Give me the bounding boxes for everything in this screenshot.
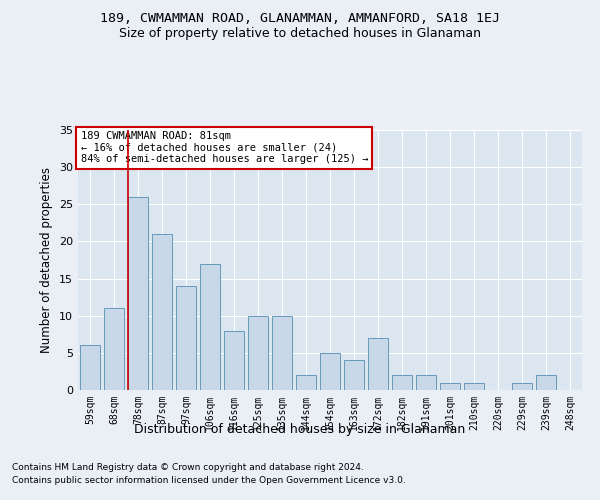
Text: Size of property relative to detached houses in Glanaman: Size of property relative to detached ho… <box>119 28 481 40</box>
Bar <box>224 330 244 390</box>
Bar <box>368 338 388 390</box>
Bar <box>344 360 364 390</box>
Bar <box>536 375 556 390</box>
Bar <box>248 316 268 390</box>
Bar <box>416 375 436 390</box>
Bar <box>104 308 124 390</box>
Bar <box>176 286 196 390</box>
Bar <box>440 382 460 390</box>
Bar <box>296 375 316 390</box>
Bar <box>464 382 484 390</box>
Bar <box>392 375 412 390</box>
Bar <box>80 346 100 390</box>
Bar <box>200 264 220 390</box>
Text: Contains public sector information licensed under the Open Government Licence v3: Contains public sector information licen… <box>12 476 406 485</box>
Bar <box>320 353 340 390</box>
Bar <box>512 382 532 390</box>
Text: 189, CWMAMMAN ROAD, GLANAMMAN, AMMANFORD, SA18 1EJ: 189, CWMAMMAN ROAD, GLANAMMAN, AMMANFORD… <box>100 12 500 26</box>
Text: 189 CWMAMMAN ROAD: 81sqm
← 16% of detached houses are smaller (24)
84% of semi-d: 189 CWMAMMAN ROAD: 81sqm ← 16% of detach… <box>80 132 368 164</box>
Text: Contains HM Land Registry data © Crown copyright and database right 2024.: Contains HM Land Registry data © Crown c… <box>12 464 364 472</box>
Bar <box>272 316 292 390</box>
Text: Distribution of detached houses by size in Glanaman: Distribution of detached houses by size … <box>134 422 466 436</box>
Y-axis label: Number of detached properties: Number of detached properties <box>40 167 53 353</box>
Bar <box>128 197 148 390</box>
Bar <box>152 234 172 390</box>
